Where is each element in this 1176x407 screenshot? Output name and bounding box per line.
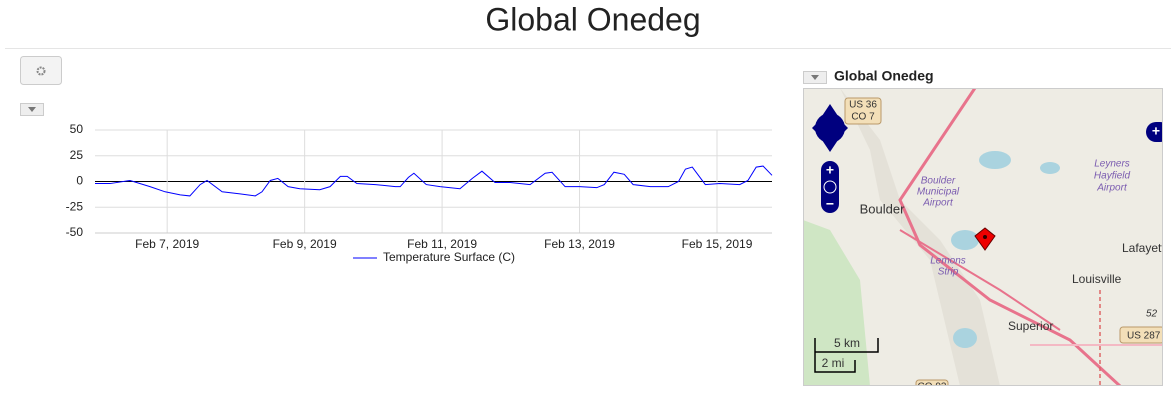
y-tick-label: 50	[70, 122, 84, 136]
road-shield	[844, 97, 882, 125]
map-label: CO 93	[918, 382, 947, 393]
layer-switcher[interactable]: +	[1146, 122, 1170, 142]
map-label: Lemons	[930, 256, 966, 267]
legend-label: Temperature Surface (C)	[383, 250, 515, 264]
svg-text:−: −	[826, 196, 834, 212]
y-tick-label: 0	[76, 174, 83, 188]
scale-label: 5 km	[834, 336, 860, 350]
map-label: US 36	[849, 100, 877, 111]
scale-bar	[814, 338, 879, 373]
map-border	[803, 88, 1163, 386]
map-label: US 287	[1127, 331, 1161, 342]
pan-control[interactable]	[812, 104, 848, 152]
x-tick-label: Feb 11, 2019	[407, 237, 477, 251]
map-label: Municipal	[917, 187, 960, 198]
x-tick-label: Feb 15, 2019	[682, 237, 753, 251]
svg-text:+: +	[826, 162, 834, 178]
map-label: Louisville	[1072, 272, 1122, 286]
zoom-control[interactable]: + −	[821, 161, 839, 213]
settings-button[interactable]	[20, 56, 62, 85]
x-tick-label: Feb 7, 2019	[135, 237, 199, 251]
y-tick-label: 25	[70, 148, 84, 162]
map-title: Global Onedeg	[834, 68, 934, 84]
map-label: Lafayette	[1122, 241, 1172, 255]
map-label: Airport	[1096, 183, 1128, 194]
map-label: Airport	[922, 198, 954, 209]
map-label: 52	[1146, 309, 1158, 320]
map-label: Boulder	[860, 201, 905, 216]
scale-label: 2 mi	[822, 356, 845, 370]
y-tick-label: -50	[66, 225, 84, 239]
x-tick-label: Feb 13, 2019	[544, 237, 615, 251]
map-label: CO 7	[851, 112, 875, 123]
map-label: Boulder	[921, 176, 956, 187]
map-menu-toggle[interactable]	[803, 71, 827, 84]
map-label: Hayfield	[1094, 171, 1131, 182]
page-title: Global Onedeg	[485, 1, 700, 37]
map-label: Superior	[1008, 319, 1053, 333]
map-label: Strip	[938, 267, 959, 278]
y-tick-label: -25	[66, 199, 84, 213]
svg-text:+: +	[1152, 123, 1160, 139]
road-shield	[1119, 326, 1163, 344]
map-label: Leyners	[1094, 159, 1130, 170]
map[interactable]: US 36 CO 7 Boulder Boulder Municipal Air…	[803, 88, 1172, 394]
chart: 50 25 0 -25 -50 Feb 7, 2019 Feb 9, 2019 Feb 11,…	[66, 122, 773, 264]
data-line	[95, 165, 773, 197]
chart-menu-toggle[interactable]	[20, 103, 44, 116]
x-tick-label: Feb 9, 2019	[273, 237, 337, 251]
